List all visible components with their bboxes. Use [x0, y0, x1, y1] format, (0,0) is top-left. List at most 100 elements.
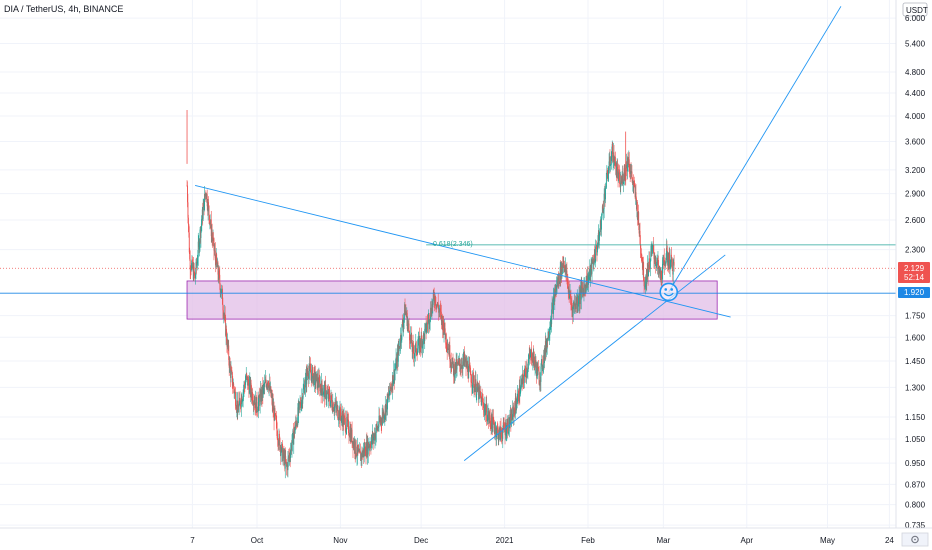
candle-body: [266, 385, 268, 386]
candle-body: [500, 426, 502, 433]
candle-body: [295, 421, 297, 428]
last-price-tag-bg: [898, 262, 930, 283]
candle-body: [639, 230, 641, 244]
candle-body: [242, 399, 244, 401]
time-axis[interactable]: 7 Oct Nov Dec 2021 Feb Mar Apr May 24: [0, 527, 932, 550]
candle-body: [354, 441, 356, 453]
candle-body: [307, 372, 309, 376]
candle-body: [218, 271, 220, 275]
candle-body: [666, 250, 668, 263]
candle-body: [322, 393, 324, 396]
currency-button[interactable]: USDT: [902, 2, 928, 17]
candle-body: [615, 162, 617, 175]
time-tick-label: 24: [885, 536, 894, 545]
candle-body: [406, 313, 408, 330]
candle-body: [246, 375, 248, 377]
candle-body: [580, 285, 582, 300]
candle-body: [332, 403, 334, 411]
candle-body: [481, 396, 483, 406]
candle-body: [621, 177, 623, 183]
candle-body: [238, 404, 240, 413]
candle-body: [344, 418, 346, 432]
candle-body: [622, 182, 624, 184]
candle-body: [337, 405, 339, 419]
candle-body: [222, 304, 224, 311]
trendline: [194, 185, 731, 318]
candle-body: [287, 458, 289, 471]
time-tick-label: May: [820, 536, 835, 545]
candle-body: [422, 333, 424, 345]
candle-body: [628, 159, 630, 170]
candle-body: [243, 384, 245, 387]
price-axis[interactable]: USDT 6.000 5.400 4.800 4.400 4.000 3.600 3.200…: [895, 0, 932, 530]
candle-body: [627, 157, 629, 164]
candle-body: [530, 351, 532, 358]
candle-body: [451, 361, 453, 368]
candle-body: [420, 335, 422, 347]
candle-body: [483, 408, 485, 413]
candle-body: [542, 368, 544, 370]
candle-body: [605, 187, 607, 189]
candle-body: [313, 369, 315, 386]
candle-body: [314, 369, 316, 372]
candle-body: [421, 335, 423, 339]
chart-settings-button[interactable]: [901, 532, 929, 547]
time-axis-background: [0, 528, 932, 550]
price-tick-label: 2.600: [905, 216, 926, 225]
candle-body: [522, 375, 524, 381]
candle-body: [461, 365, 463, 368]
candle-body: [542, 366, 544, 369]
candle-body: [218, 271, 220, 280]
last-price-value: 2.129: [904, 264, 925, 273]
candle-body: [612, 161, 614, 162]
candle-body: [274, 408, 275, 421]
candle-body: [512, 406, 514, 409]
candle-body: [309, 364, 311, 367]
candle-body: [234, 391, 236, 393]
candle-body: [312, 367, 314, 383]
candle-body: [317, 377, 319, 386]
candle-body: [508, 417, 510, 428]
candle-body: [475, 394, 477, 396]
candle-body: [397, 346, 399, 362]
candle-body: [636, 201, 638, 219]
candle-body: [328, 390, 330, 400]
candle-body: [670, 254, 672, 263]
candle-body: [528, 359, 530, 363]
chart-pane[interactable]: 0.618(2.346): [0, 0, 896, 528]
candle-body: [331, 395, 332, 401]
candle-body: [540, 361, 542, 367]
candle-body: [459, 359, 461, 365]
candle-body: [221, 289, 223, 294]
candle-body: [282, 444, 284, 462]
candle-body: [623, 179, 625, 183]
candle-body: [620, 180, 622, 182]
candle-body: [415, 341, 417, 353]
candle-body: [357, 444, 359, 452]
candle-body: [252, 401, 254, 404]
candle-body: [277, 438, 279, 441]
candle-body: [233, 388, 235, 394]
candle-body: [653, 251, 655, 259]
trendline: [668, 6, 842, 293]
candle-body: [257, 411, 259, 413]
candle-body: [252, 392, 253, 402]
candle-body: [231, 370, 233, 373]
candle-body: [480, 395, 482, 397]
candle-body: [610, 164, 612, 166]
candle-body: [290, 450, 292, 459]
candle-body: [276, 420, 278, 430]
candle-body: [326, 392, 328, 399]
candle-body: [195, 261, 197, 275]
candle-body: [603, 208, 605, 212]
candle-body: [490, 423, 492, 425]
candle-body: [196, 262, 198, 266]
candle-body: [375, 425, 377, 433]
candle-body: [592, 261, 594, 265]
price-tick-label: 0.800: [905, 501, 926, 510]
candle-body: [468, 365, 470, 379]
candle-body: [666, 247, 668, 251]
candle-body: [477, 382, 479, 391]
candle-body: [588, 273, 590, 276]
